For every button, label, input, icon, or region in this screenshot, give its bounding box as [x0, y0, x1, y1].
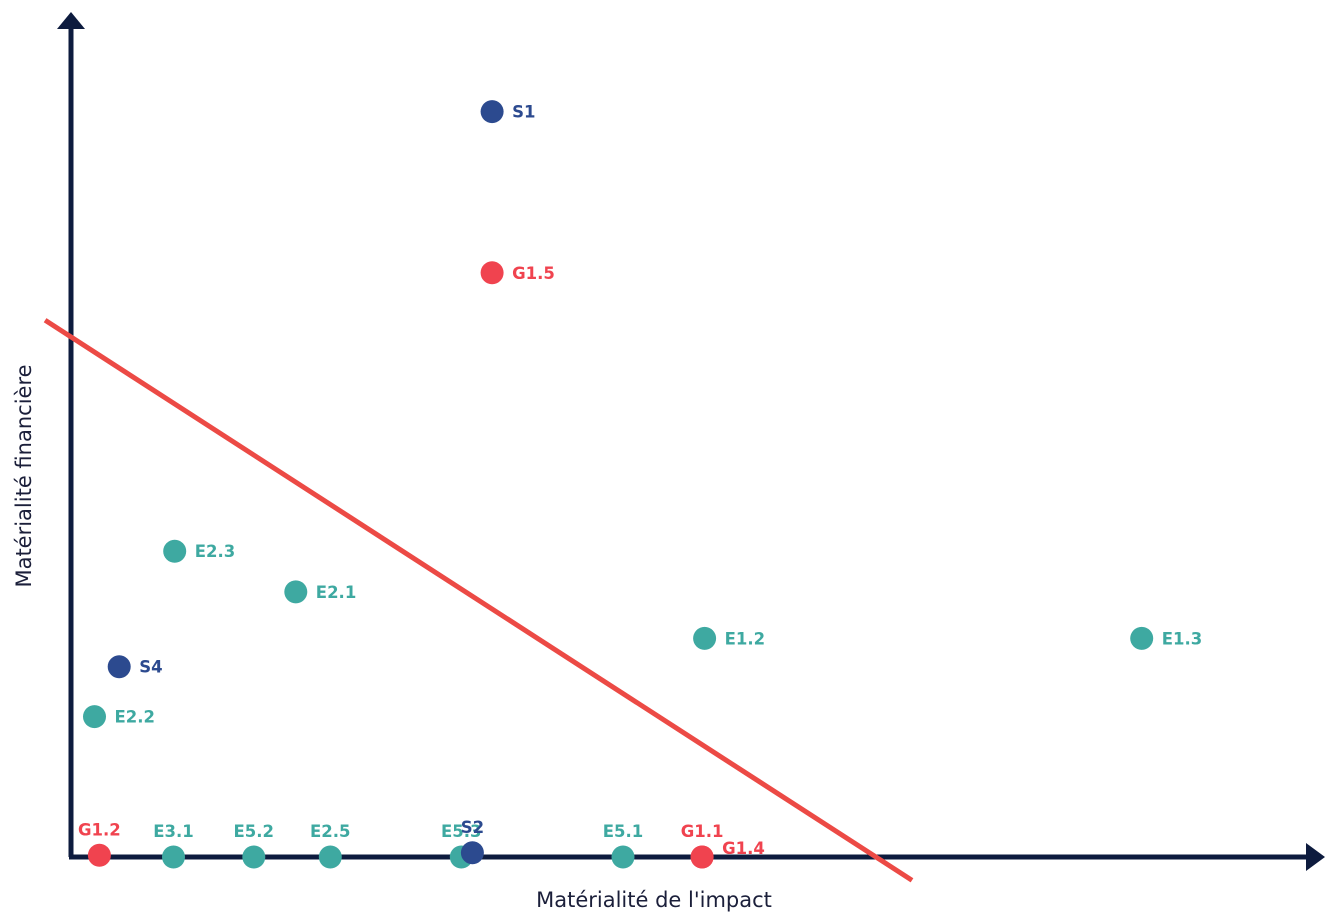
point-label-e2-3: E2.3 — [195, 542, 236, 561]
point-e2-1 — [284, 580, 308, 604]
point-e2-5 — [318, 845, 342, 869]
point-e2-2 — [83, 705, 106, 729]
axes — [57, 12, 1325, 871]
y-axis-title: Matérialité financière — [12, 364, 36, 587]
point-label-g1-1: G1.1 — [681, 822, 724, 841]
point-s4 — [107, 655, 131, 679]
point-label-s2: S2 — [461, 818, 484, 837]
point-label-e1-3: E1.3 — [1162, 629, 1203, 648]
point-label-e2-5: E2.5 — [310, 822, 351, 841]
point-g1-2 — [87, 843, 111, 867]
point-label-e1-2: E1.2 — [725, 629, 766, 648]
materiality-threshold-line — [43, 318, 914, 883]
point-label-e3-1: E3.1 — [153, 822, 194, 841]
x-axis-title: Matérialité de l'impact — [536, 888, 772, 912]
y-axis-arrow-icon — [57, 12, 85, 29]
point-s1 — [480, 100, 504, 124]
point-e1-3 — [1130, 626, 1154, 650]
point-label-e2-1: E2.1 — [316, 583, 357, 602]
point-e5-2 — [242, 845, 266, 869]
point-label-e5-2: E5.2 — [234, 822, 275, 841]
point-label-e2-2: E2.2 — [115, 708, 156, 727]
point-label-g1-5: G1.5 — [512, 264, 555, 283]
point-g1-5 — [480, 261, 504, 285]
x-axis-arrow-icon — [1306, 843, 1325, 871]
point-label-e5-1: E5.1 — [603, 822, 644, 841]
point-s2 — [460, 841, 484, 865]
point-label-g1-4: G1.4 — [722, 839, 765, 858]
point-e1-2 — [693, 626, 717, 650]
point-label-e5-3: E5.3 — [441, 822, 482, 841]
point-label-g1-2: G1.2 — [78, 820, 121, 839]
point-e5-1 — [611, 845, 635, 869]
data-points: S1 G1.5 E2.3 E2.1 E1.2 E1.3 S4 E2.2 G1.2 E3.1 E5.2… — [78, 100, 1203, 869]
point-e2-3 — [163, 539, 187, 563]
point-e3-1 — [162, 845, 185, 869]
point-label-s4: S4 — [139, 658, 162, 677]
point-g1-4 — [690, 845, 714, 869]
point-label-s1: S1 — [512, 103, 535, 122]
